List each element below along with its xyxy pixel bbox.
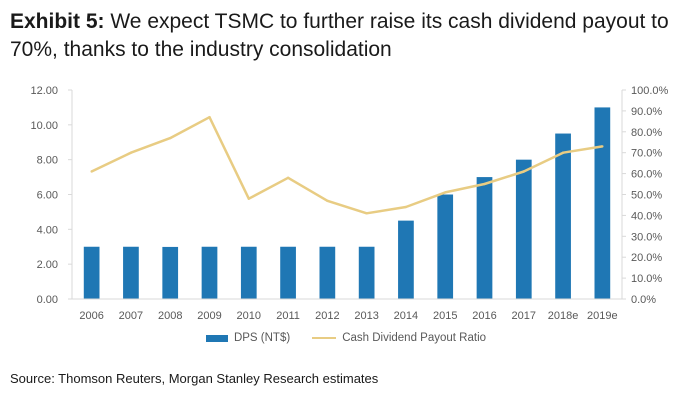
right-tick-label: 90.0% (631, 106, 662, 118)
legend-item-dps: DPS (NT$) (205, 332, 291, 344)
dps-bar-2014 (398, 220, 414, 299)
x-tick-label: 2016 (472, 310, 496, 322)
right-tick-label: 70.0% (631, 148, 662, 160)
left-tick-label: 10.00 (30, 120, 58, 132)
x-tick-label: 2018e (548, 310, 579, 322)
payout-point-2012 (326, 199, 329, 202)
payout-point-2011 (286, 176, 290, 179)
left-tick-label: 0.00 (37, 294, 58, 306)
dps-bar-2007 (123, 246, 139, 299)
right-tick-label: 80.0% (631, 127, 662, 139)
right-tick-label: 0.0% (631, 294, 656, 306)
payout-point-2006 (90, 170, 93, 173)
right-tick-label: 50.0% (631, 190, 662, 202)
payout-ratio-polyline (91, 115, 603, 215)
dps-bar-2011 (280, 246, 296, 299)
payout-point-2015 (444, 191, 447, 194)
dps-bar-2019e (594, 107, 611, 300)
x-tick-label: 2019e (587, 310, 618, 322)
legend-label-dps: DPS (NT$) (233, 332, 291, 344)
right-tick-label: 20.0% (631, 252, 662, 264)
exhibit-label: Exhibit 5: (10, 10, 105, 33)
x-tick-label: 2013 (354, 310, 378, 322)
dps-bar-2009 (201, 246, 218, 299)
payout-point-2013 (365, 212, 368, 215)
left-tick-label: 8.00 (37, 155, 58, 167)
dividend-chart: 0.00 2.00 4.00 6.00 8.00 10.00 12.00 0.0% 10.0%… (30, 85, 669, 322)
x-tick-label: 2008 (158, 310, 182, 322)
left-tick-label: 4.00 (37, 224, 58, 236)
left-tick-label: 6.00 (37, 190, 58, 202)
payout-point-2017 (522, 170, 525, 173)
dps-bars (83, 107, 611, 300)
x-axis: 2006 2007 2008 2009 2010 2011 2012 2013 2014 2015… (72, 298, 622, 322)
right-tick-label: 40.0% (631, 210, 662, 222)
legend-item-payout: Cash Dividend Payout Ratio (312, 332, 486, 344)
dps-bar-2017 (515, 159, 532, 299)
chart-legend: DPS (NT$) Cash Dividend Payout Ratio (0, 328, 692, 348)
x-tick-label: 2007 (119, 310, 143, 322)
right-tick-label: 30.0% (631, 231, 662, 243)
x-tick-label: 2011 (276, 310, 300, 322)
payout-point-2007 (129, 151, 133, 154)
payout-point-2016 (483, 182, 486, 186)
left-tick-label: 12.00 (30, 85, 58, 97)
dps-bar-2018e (555, 133, 571, 299)
legend-swatch-line (312, 337, 337, 339)
x-tick-label: 2014 (394, 310, 418, 322)
dps-bar-2013 (358, 246, 375, 299)
x-tick-label: 2006 (79, 310, 103, 322)
exhibit-title: Exhibit 5: We expect TSMC to further rai… (10, 8, 686, 64)
payout-point-2009 (208, 115, 211, 119)
exhibit-title-text: We expect TSMC to further raise its cash… (10, 10, 669, 61)
right-tick-label: 100.0% (631, 85, 669, 97)
payout-point-2008 (169, 136, 172, 140)
payout-ratio-line (90, 115, 604, 215)
dps-bar-2008 (162, 246, 179, 299)
payout-point-2014 (404, 205, 408, 209)
left-tick-label: 2.00 (37, 259, 58, 271)
dps-bar-2006 (83, 246, 100, 299)
legend-label-payout: Cash Dividend Payout Ratio (342, 332, 487, 344)
payout-point-2010 (247, 197, 250, 200)
left-y-axis: 0.00 2.00 4.00 6.00 8.00 10.00 12.00 (30, 85, 73, 306)
dps-bar-2012 (319, 246, 336, 299)
payout-point-2019e (601, 145, 604, 148)
source-note: Source: Thomson Reuters, Morgan Stanley … (10, 371, 379, 386)
right-tick-label: 10.0% (631, 273, 662, 285)
x-tick-label: 2009 (197, 310, 221, 322)
dps-bar-2015 (437, 194, 454, 299)
x-tick-label: 2012 (315, 310, 339, 322)
dps-bar-2016 (476, 177, 493, 299)
right-y-axis: 0.0% 10.0% 20.0% 30.0% 40.0% 50.0% 60.0% 70.0% 8… (621, 85, 669, 306)
payout-point-2018e (561, 151, 565, 154)
dps-bar-2010 (240, 246, 257, 299)
legend-swatch-bar (205, 334, 228, 342)
x-tick-label: 2015 (433, 310, 457, 322)
right-tick-label: 60.0% (631, 169, 662, 181)
x-tick-label: 2010 (237, 310, 261, 322)
x-tick-label: 2017 (512, 310, 536, 322)
